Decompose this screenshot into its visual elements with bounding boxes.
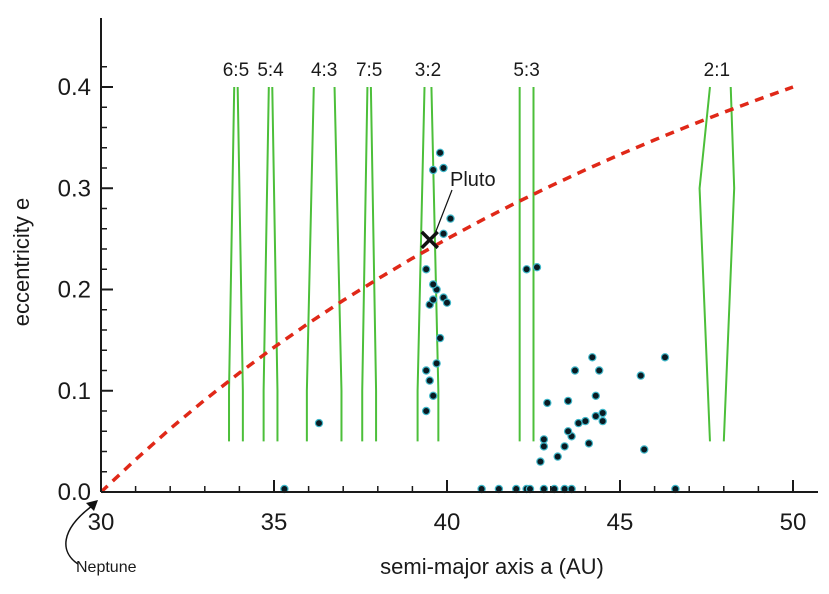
axes: 30 35 40 45 50 0.0 0.1 0.2 0.3 0.4: [58, 18, 818, 565]
x-tick-label: 40: [434, 509, 461, 536]
object-point: [429, 391, 438, 400]
y-axis-title: eccentricity e: [9, 198, 34, 326]
object-point: [539, 435, 549, 444]
resonance-boundaries: 6:5 5:4 4:3 7:5 3:2 5:3 2:1: [223, 60, 736, 442]
object-point: [553, 452, 562, 461]
object-point: [574, 418, 583, 428]
resonance-label: 3:2: [415, 60, 441, 81]
object-point: [570, 366, 580, 375]
object-point: [536, 457, 545, 466]
neptune-label: Neptune: [76, 559, 137, 576]
resonance-label: 5:3: [513, 60, 539, 81]
object-point: [539, 442, 549, 451]
y-tick-label: 0.1: [58, 378, 91, 405]
object-point: [435, 148, 445, 157]
pluto-leader-line: [435, 189, 453, 233]
object-point: [581, 416, 590, 426]
object-point: [422, 406, 431, 416]
object-point: [446, 214, 455, 223]
object-point: [439, 229, 448, 238]
pluto-marker: [420, 230, 439, 250]
object-point: [598, 408, 607, 418]
neptune-arrow-head: [86, 500, 98, 511]
object-point: [429, 280, 438, 289]
object-point: [432, 359, 441, 368]
resonance-label: 7:5: [356, 60, 382, 81]
object-point: [598, 416, 607, 426]
curve-layer: [99, 85, 794, 494]
object-points: [280, 148, 680, 494]
neptune-arrow: [65, 505, 93, 565]
x-tick-label: 50: [780, 509, 807, 536]
y-tick-label: 0.3: [58, 175, 91, 202]
object-point: [429, 295, 438, 304]
object-point: [422, 265, 431, 274]
resonance-2-1-right-boundary: [722, 86, 736, 442]
resonance-label: 2:1: [704, 60, 730, 81]
resonance-label: 6:5: [223, 60, 249, 81]
object-point: [584, 439, 594, 448]
object-point: [435, 333, 445, 343]
resonance-3-2-right-boundary: [430, 86, 440, 442]
resonance-4-3-right-boundary: [333, 86, 343, 442]
object-point: [636, 371, 646, 380]
object-point: [522, 265, 531, 274]
object-point: [563, 396, 573, 406]
perihelion-crossing-curve: [99, 85, 794, 494]
object-point: [543, 398, 552, 408]
object-point: [640, 445, 649, 454]
object-point: [591, 391, 601, 400]
y-tick-label: 0.2: [58, 277, 91, 304]
object-point: [439, 163, 448, 173]
resonance-5-4-left-boundary: [262, 86, 270, 442]
object-point: [442, 298, 452, 307]
resonance-5-4-right-boundary: [271, 86, 279, 442]
y-tick-label: 0.4: [58, 74, 91, 101]
object-point: [563, 427, 573, 436]
resonance-label: 4:3: [311, 60, 337, 81]
object-point: [660, 353, 670, 362]
pluto-label: Pluto: [450, 169, 496, 191]
object-point: [422, 366, 431, 375]
y-tick-label: 0.0: [58, 479, 91, 506]
resonance-3-2-left-boundary: [416, 86, 426, 442]
x-tick-label: 45: [607, 509, 634, 536]
resonance-6-5-right-boundary: [236, 86, 244, 442]
resonance-label: 5:4: [257, 60, 284, 81]
x-axis-title: semi-major axis a (AU): [380, 554, 604, 579]
object-point: [591, 411, 601, 421]
chart-text: semi-major axis a (AU) eccentricity e Pl…: [9, 169, 604, 579]
resonance-7-5-left-boundary: [361, 86, 369, 442]
resonance-7-5-right-boundary: [369, 86, 378, 442]
object-point: [429, 165, 438, 175]
x-tick-label: 30: [88, 509, 115, 536]
object-point: [532, 263, 542, 272]
resonance-2-1-left-boundary: [698, 86, 711, 442]
resonance-6-5-left-boundary: [228, 86, 236, 442]
resonance-4-3-left-boundary: [305, 86, 315, 442]
x-tick-label: 35: [261, 509, 288, 536]
object-point: [595, 366, 604, 375]
object-point: [560, 442, 569, 451]
object-point: [425, 376, 434, 385]
object-point: [314, 418, 324, 428]
object-point: [588, 353, 597, 362]
